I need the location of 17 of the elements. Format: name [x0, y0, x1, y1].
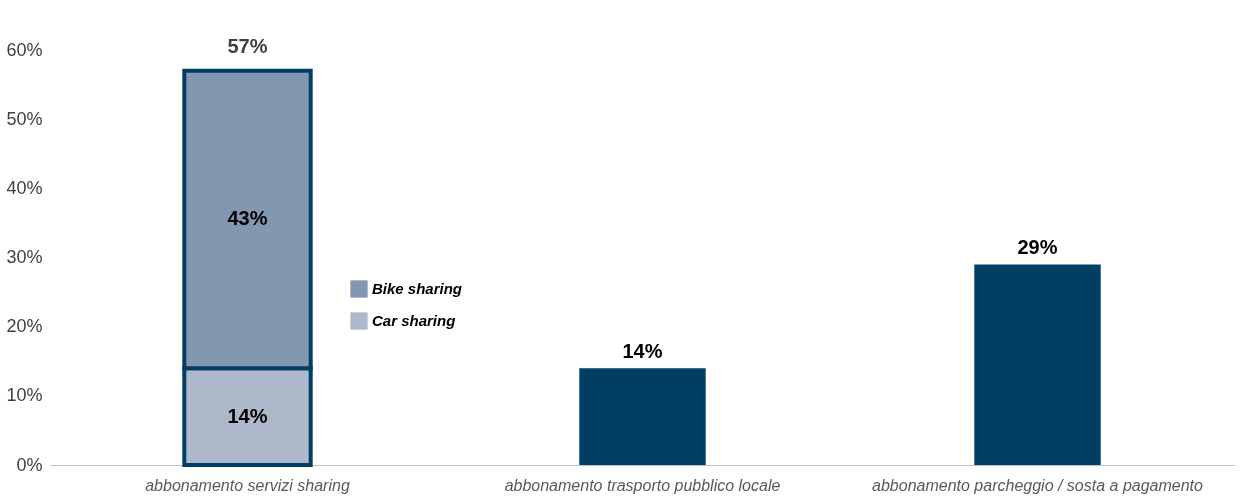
- data-label: 43%: [227, 207, 268, 230]
- data-label: 14%: [622, 340, 663, 363]
- y-tick-label: 20%: [6, 316, 43, 337]
- x-tick-label: abbonamento servizi sharing: [145, 476, 350, 494]
- total-label: 57%: [227, 34, 268, 57]
- y-tick-label: 0%: [16, 454, 43, 475]
- x-tick-label: abbonamento parcheggio / sosta a pagamento: [872, 476, 1204, 494]
- data-label: 14%: [227, 404, 268, 427]
- y-tick-label: 30%: [6, 247, 43, 267]
- legend-label: Bike sharing: [372, 280, 463, 297]
- y-tick-label: 10%: [6, 385, 43, 406]
- x-tick-label: abbonamento trasporto pubblico locale: [504, 476, 781, 494]
- y-tick-label: 40%: [6, 177, 43, 198]
- y-tick-label: 50%: [6, 108, 43, 129]
- legend-label: Car sharing: [372, 312, 456, 329]
- data-label: 29%: [1017, 236, 1058, 259]
- y-tick-label: 60%: [6, 39, 43, 60]
